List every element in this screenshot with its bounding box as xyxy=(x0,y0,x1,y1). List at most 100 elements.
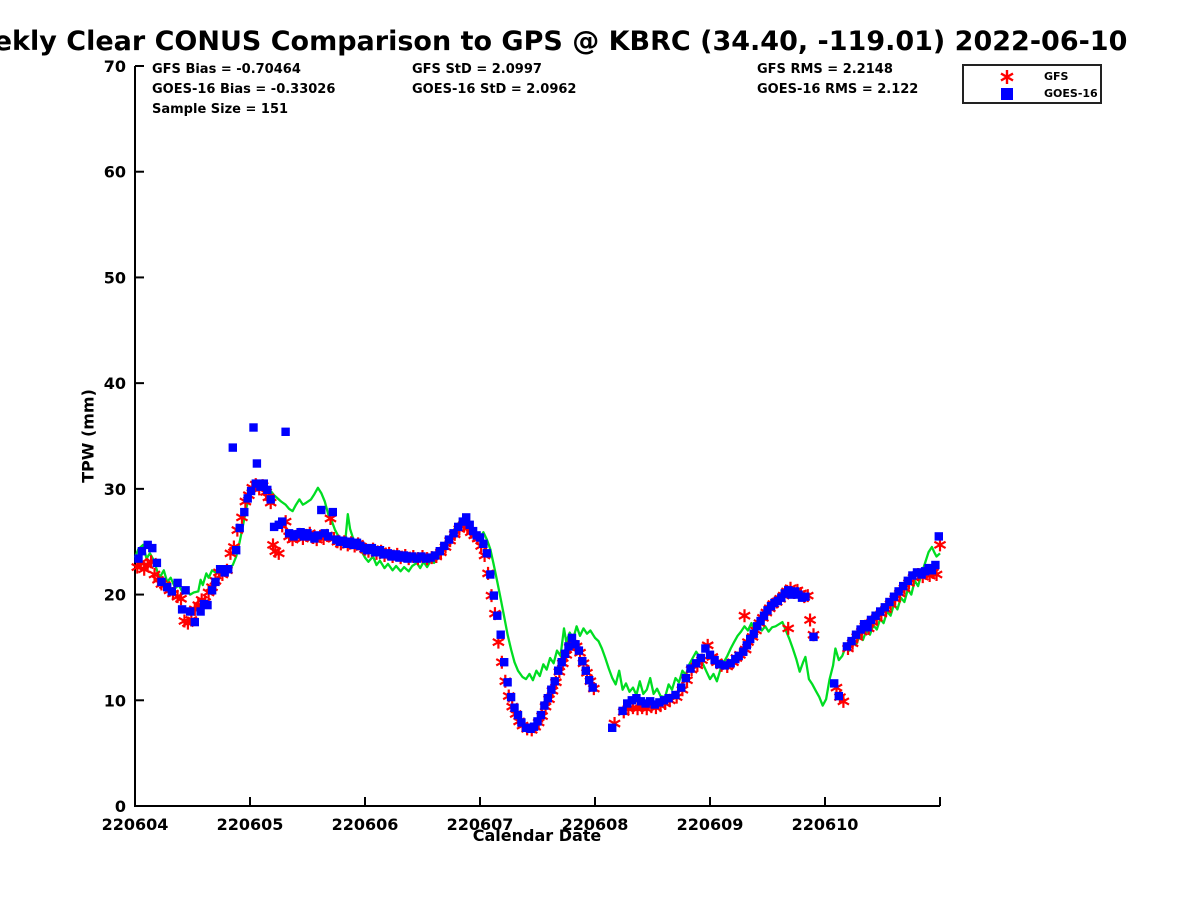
goes16-square-marker xyxy=(387,552,396,561)
goes16-square-marker xyxy=(574,646,584,655)
x-tick-label: 220610 xyxy=(792,815,859,834)
x-tick-label: 220606 xyxy=(332,815,399,834)
goes16-square-marker xyxy=(681,673,690,683)
goes16-square-marker xyxy=(581,666,590,675)
goes16-square-marker xyxy=(143,540,152,550)
stats-column-rms: GFS RMS = 2.2148 GOES-16 RMS = 2.122 xyxy=(757,60,918,100)
goes16-square-marker xyxy=(435,547,444,556)
goes16-square-marker xyxy=(655,698,664,707)
goes16-square-marker xyxy=(243,494,252,503)
goes16-square-marker xyxy=(567,633,577,643)
goes16-square-marker xyxy=(207,586,217,595)
goes16-square-marker xyxy=(809,632,818,642)
stat-goes-bias: GOES-16 Bias = -0.33026 xyxy=(152,82,336,97)
goes16-square-marker xyxy=(521,723,531,732)
goes16-points xyxy=(134,423,943,733)
goes16-square-marker xyxy=(752,622,762,631)
y-axis-label: TPW (mm) xyxy=(78,389,98,483)
goes16-square-marker xyxy=(259,479,268,488)
gfs-asterisk-marker xyxy=(272,546,285,560)
goes16-square-marker xyxy=(863,623,872,632)
goes16-square-marker xyxy=(269,522,279,532)
goes16-square-marker xyxy=(856,625,865,634)
goes16-square-marker xyxy=(152,558,162,568)
stats-column-bias: GFS Bias = -0.70464 GOES-16 Bias = -0.33… xyxy=(152,60,335,120)
goes16-square-marker xyxy=(650,700,659,709)
goes16-square-marker xyxy=(489,591,498,600)
goes16-square-marker xyxy=(503,678,512,687)
goes16-square-marker xyxy=(557,658,566,667)
goes16-square-marker xyxy=(632,694,641,703)
goes16-square-marker xyxy=(148,543,157,553)
goes16-square-marker xyxy=(203,600,212,610)
goes16-square-marker xyxy=(749,629,758,638)
goes16-square-marker xyxy=(465,520,474,529)
goes16-square-marker xyxy=(281,427,290,436)
legend-box: GFS GOES-16 xyxy=(962,64,1102,104)
legend-item-goes16: GOES-16 xyxy=(964,85,1100,103)
stat-goes-std: GOES-16 StD = 2.0962 xyxy=(412,82,577,97)
chart-title: Weekly Clear CONUS Comparison to GPS @ K… xyxy=(0,26,1128,57)
goes16-square-marker xyxy=(517,718,526,727)
goes16-square-marker xyxy=(847,636,856,646)
goes16-square-marker xyxy=(842,642,852,651)
goes16-square-marker xyxy=(533,717,542,726)
goes16-square-marker xyxy=(249,423,258,432)
goes16-square-marker xyxy=(720,661,730,670)
goes16-square-marker xyxy=(543,694,552,703)
goes16-square-marker xyxy=(927,566,937,575)
goes16-square-marker xyxy=(163,583,172,592)
x-tick-label: 220608 xyxy=(562,815,629,834)
goes16-square-marker xyxy=(479,539,488,548)
goes16-square-marker xyxy=(554,666,563,675)
goes16-square-marker xyxy=(876,607,885,616)
goes16-square-marker xyxy=(324,532,333,541)
goes16-square-marker xyxy=(496,630,505,639)
goes16-square-marker xyxy=(379,550,388,559)
goes16-square-marker xyxy=(851,630,861,639)
asterisk-icon xyxy=(1000,70,1014,84)
goes16-square-marker xyxy=(834,691,843,701)
gps-line xyxy=(133,479,941,707)
stat-goes-rms: GOES-16 RMS = 2.122 xyxy=(757,82,919,97)
goes16-square-marker xyxy=(421,554,431,563)
goes16-square-marker xyxy=(880,603,889,612)
x-tick-label: 220609 xyxy=(677,815,744,834)
goes16-square-marker xyxy=(560,649,570,658)
goes16-square-marker xyxy=(564,642,573,651)
y-tick-label: 70 xyxy=(104,57,126,76)
goes16-square-marker xyxy=(759,611,769,620)
goes16-square-marker xyxy=(715,660,724,669)
goes16-square-marker xyxy=(889,592,899,601)
x-axis-label: Calendar Date xyxy=(472,826,602,845)
goes16-square-marker xyxy=(500,658,509,667)
goes16-square-marker xyxy=(903,576,912,585)
goes16-square-marker xyxy=(486,570,495,579)
goes16-square-marker xyxy=(701,644,710,653)
goes16-square-marker xyxy=(190,617,199,627)
gfs-asterisk-marker xyxy=(803,613,817,627)
goes16-square-marker xyxy=(739,647,748,656)
goes16-square-marker xyxy=(235,523,244,533)
goes16-square-marker xyxy=(137,547,147,556)
goes16-square-marker xyxy=(228,443,237,452)
gfs-points xyxy=(131,478,947,737)
goes16-square-marker xyxy=(571,640,580,649)
x-tick-label: 220607 xyxy=(447,815,514,834)
goes16-square-marker xyxy=(705,650,715,659)
goes16-square-marker xyxy=(510,703,519,712)
y-tick-label: 40 xyxy=(104,374,126,393)
goes16-square-marker xyxy=(801,592,810,601)
goes16-square-marker xyxy=(578,657,587,666)
goes16-square-marker xyxy=(263,485,272,495)
goes16-square-marker xyxy=(224,565,233,574)
goes16-square-marker xyxy=(894,587,903,596)
goes16-square-marker xyxy=(866,615,876,625)
goes16-square-marker xyxy=(454,522,463,532)
goes16-square-marker xyxy=(550,677,559,686)
y-tick-label: 60 xyxy=(104,163,126,182)
goes16-square-marker xyxy=(251,479,260,488)
goes16-square-marker xyxy=(449,529,458,538)
goes16-square-marker xyxy=(468,526,478,536)
goes16-square-marker xyxy=(636,697,646,706)
